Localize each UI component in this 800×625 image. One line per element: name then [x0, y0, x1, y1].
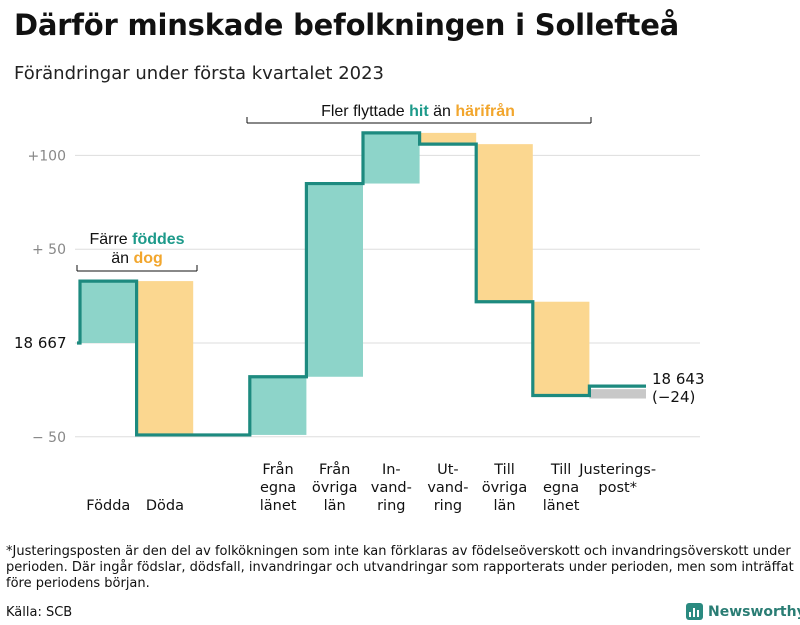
y-tick-label: + 50	[32, 242, 66, 258]
annotation-migration: Fler flyttade hit än härifrån	[321, 102, 515, 120]
category-label: Döda	[146, 498, 184, 514]
category-label: post*	[598, 480, 637, 496]
annotation-births-line2: än dog	[111, 250, 163, 267]
bar-1	[80, 281, 137, 343]
category-label: länet	[543, 498, 580, 514]
category-label: Till	[493, 462, 515, 478]
brand-logo: Newsworthy	[686, 603, 800, 620]
category-label: Ut-	[437, 462, 459, 478]
category-label: vand-	[371, 480, 412, 496]
chart-title: Därför minskade befolkningen i Sollefteå	[14, 8, 680, 42]
brand-name: Newsworthy	[708, 603, 800, 620]
source-label: Källa: SCB	[6, 605, 73, 620]
category-label: län	[324, 498, 346, 514]
waterfall-chart: +100 + 50 − 50 18 667 18 643(−24) Födda Döda Fr…	[14, 102, 705, 514]
category-label: In-	[382, 462, 401, 478]
category-label: Justerings-	[578, 462, 656, 478]
category-label: ring	[377, 498, 405, 514]
bar-2	[136, 281, 194, 435]
category-label: Från	[262, 461, 293, 478]
category-label: ring	[434, 498, 462, 514]
category-label: egna	[260, 480, 296, 496]
category-label: Till	[550, 462, 572, 478]
bar-10	[589, 389, 646, 399]
bar-4	[249, 376, 307, 435]
category-label: vand-	[427, 480, 468, 496]
bar-9	[532, 301, 590, 396]
category-label: Födda	[86, 498, 130, 514]
bar-7	[419, 132, 477, 145]
footnote: *Justeringsposten är den del av folkökni…	[6, 544, 794, 591]
bar-5	[306, 183, 363, 377]
category-label: Från	[319, 461, 350, 478]
category-label: länet	[260, 498, 297, 514]
bar-8	[476, 144, 533, 302]
end-value-label: 18 643	[652, 370, 705, 388]
category-label: övriga	[312, 480, 358, 496]
y-tick-label: +100	[28, 148, 66, 164]
running-total-line	[77, 131, 646, 437]
category-label: egna	[543, 480, 579, 496]
start-value-label: 18 667	[14, 334, 67, 352]
bar-6	[363, 132, 420, 184]
end-change-label: (−24)	[652, 388, 695, 406]
category-label: övriga	[482, 480, 528, 496]
chart-subtitle: Förändringar under första kvartalet 2023	[14, 63, 385, 84]
newsworthy-icon	[686, 603, 703, 620]
category-label: län	[493, 498, 515, 514]
y-tick-label: − 50	[32, 430, 66, 446]
annotation-births-line1: Färre föddes	[89, 231, 184, 248]
